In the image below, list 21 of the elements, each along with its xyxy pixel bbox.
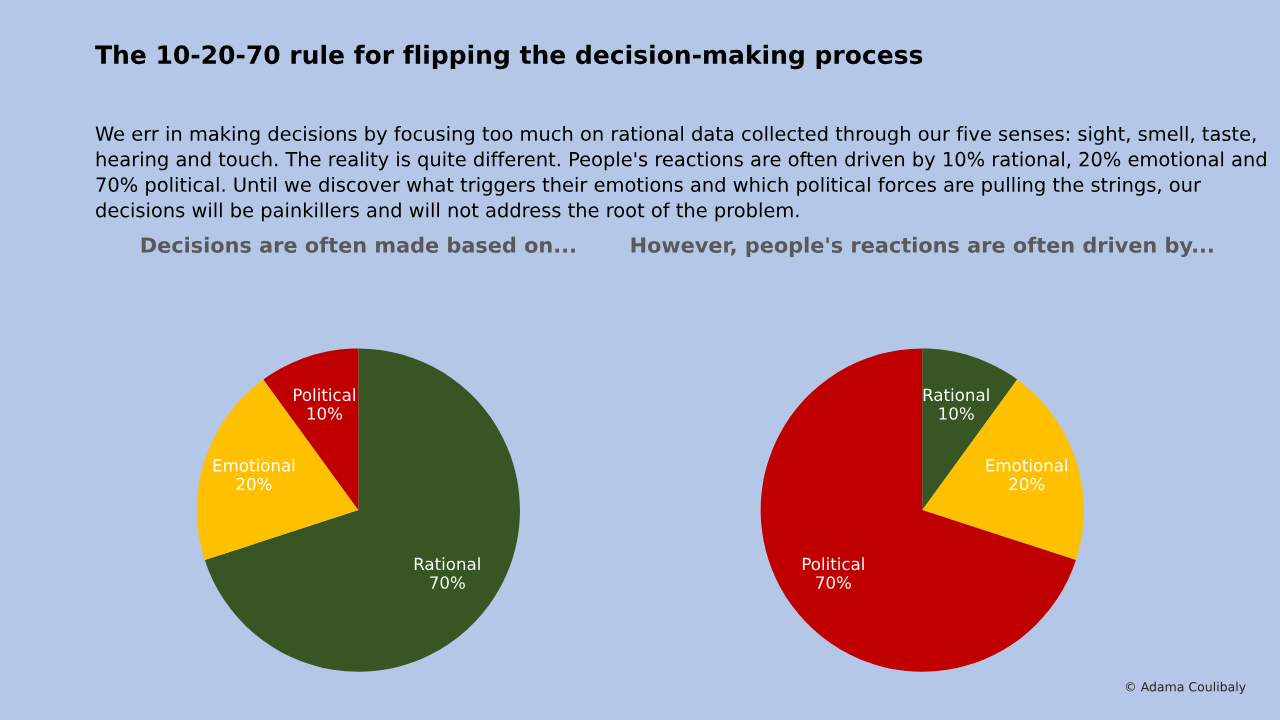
data-label: 70% [430,576,465,589]
chart-title: Decisions are often made based on... [141,236,575,253]
pie-slice [922,379,1084,561]
chart-title: However, people's reactions are often driven by... [631,236,1213,258]
slice-label: Rational [923,388,989,402]
text: The 10-20-70 rule for flipping the decision-making process [95,44,923,70]
data-label: 10% [939,407,974,420]
data-label: 20% [236,477,272,491]
data-label: 10% [307,407,343,420]
slice-label: Political [294,388,355,402]
data-label: 20% [1009,477,1045,491]
data-label: 70% [816,576,851,589]
slice-label: Political [802,557,864,571]
pie-slice [760,348,1076,672]
slice-label: Rational [414,557,480,571]
text: © Adama Coulibaly [1125,681,1246,694]
text: We err in making decisions by focusing too much on rational data collected through our five senses: sight, smell, taste, hearing and touch. The reality is quite different. People's reactions are often driven by 10% rational, 20% emotional and 70% political. Until we discover what triggers their emotions and which political forces are pulling the strings, our decisions will be painkillers and will not address the root of the problem. [95,126,1266,222]
slice-label: Emotional [986,458,1068,472]
pie-slice [204,348,520,672]
pie-slice [196,379,359,561]
slice-label: Emotional [213,458,295,472]
